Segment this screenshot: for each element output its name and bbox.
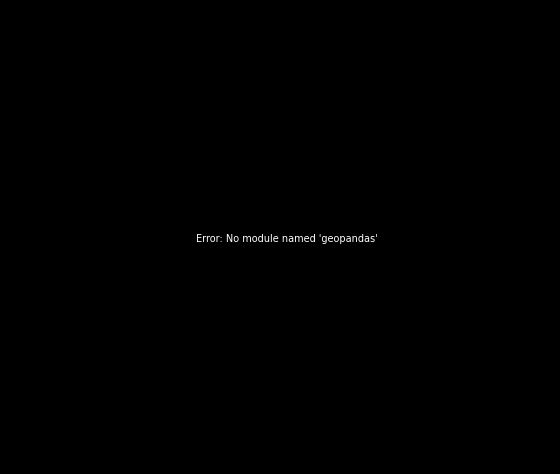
Text: Error: No module named 'geopandas': Error: No module named 'geopandas' xyxy=(196,234,378,245)
